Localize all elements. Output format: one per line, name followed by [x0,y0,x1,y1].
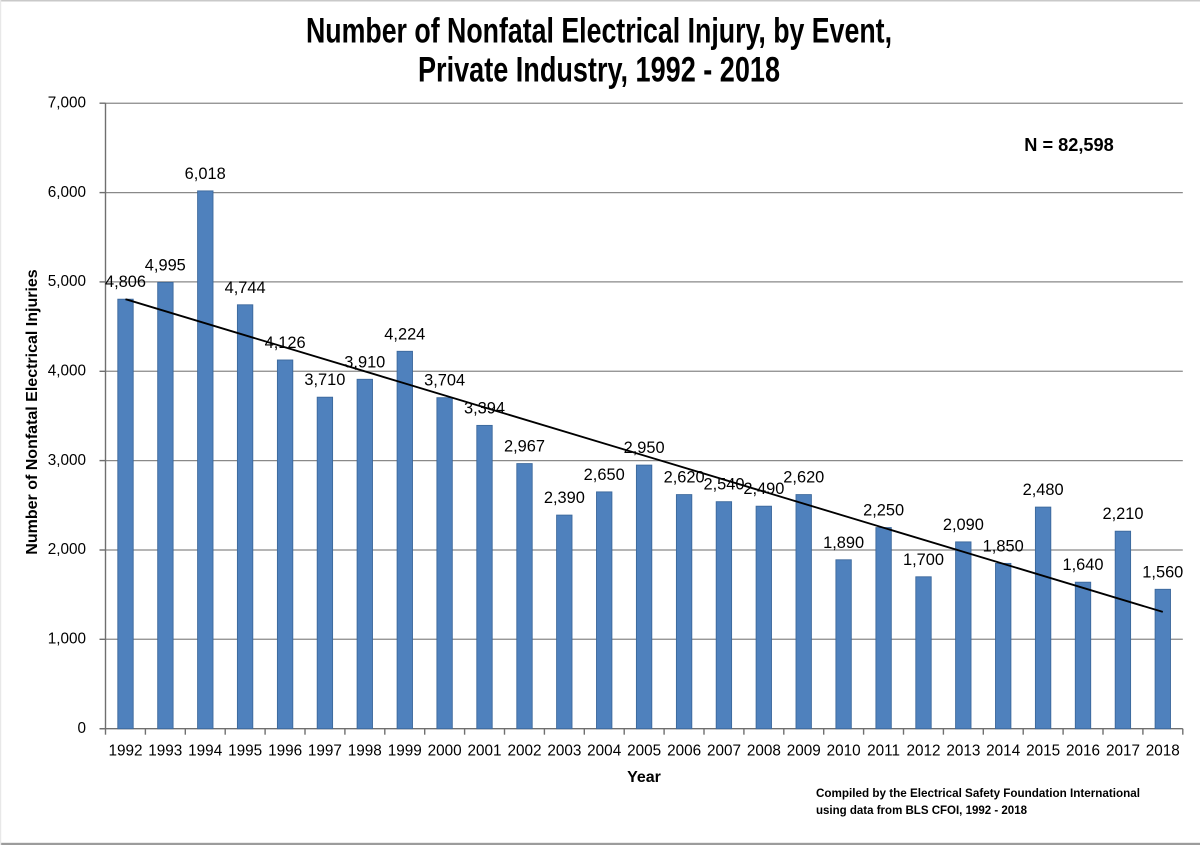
svg-text:2002: 2002 [507,743,541,760]
svg-text:2,620: 2,620 [664,469,705,487]
svg-text:3,704: 3,704 [424,372,465,390]
svg-text:2001: 2001 [467,743,501,760]
svg-text:2,540: 2,540 [703,476,744,494]
svg-text:7,000: 7,000 [48,94,86,111]
svg-text:2004: 2004 [587,743,622,760]
svg-text:Number of Nonfatal Electrical: Number of Nonfatal Electrical Injuries [24,269,41,555]
svg-text:3,710: 3,710 [304,371,345,389]
svg-text:2,967: 2,967 [504,438,545,456]
svg-text:2,390: 2,390 [544,489,585,507]
svg-text:Private Industry, 1992 - 2018: Private Industry, 1992 - 2018 [418,51,780,90]
svg-text:2,490: 2,490 [743,480,784,498]
svg-text:1999: 1999 [388,743,422,760]
svg-text:Compiled by the Electrical Saf: Compiled by the Electrical Safety Founda… [816,786,1140,800]
svg-text:1,700: 1,700 [903,551,944,569]
svg-text:4,000: 4,000 [48,363,86,380]
svg-text:1996: 1996 [268,743,302,760]
svg-text:2017: 2017 [1106,743,1140,760]
svg-text:1994: 1994 [188,743,223,760]
svg-text:1997: 1997 [308,743,342,760]
svg-text:2000: 2000 [428,743,462,760]
svg-text:2005: 2005 [627,743,661,760]
svg-text:2010: 2010 [827,743,861,760]
svg-text:1,640: 1,640 [1062,556,1103,574]
svg-text:6,018: 6,018 [185,165,226,183]
svg-text:3,000: 3,000 [48,452,86,469]
svg-text:1,000: 1,000 [48,631,86,648]
svg-text:1995: 1995 [228,743,262,760]
svg-text:2009: 2009 [787,743,821,760]
svg-text:2003: 2003 [547,743,581,760]
svg-text:2,950: 2,950 [624,439,665,457]
svg-text:4,744: 4,744 [225,279,266,297]
svg-text:6,000: 6,000 [48,184,86,201]
svg-text:4,995: 4,995 [145,256,186,274]
svg-text:2,000: 2,000 [48,541,86,558]
svg-text:2,650: 2,650 [584,466,625,484]
svg-text:2,210: 2,210 [1102,505,1143,523]
svg-text:2014: 2014 [986,743,1021,760]
svg-text:Year: Year [627,769,661,786]
svg-text:1,560: 1,560 [1142,563,1183,581]
svg-text:1993: 1993 [148,743,182,760]
svg-text:3,910: 3,910 [344,353,385,371]
svg-text:4,126: 4,126 [265,334,306,352]
svg-text:0: 0 [77,720,86,737]
svg-text:2016: 2016 [1066,743,1100,760]
svg-text:2007: 2007 [707,743,741,760]
svg-text:1,890: 1,890 [823,534,864,552]
svg-text:1992: 1992 [108,743,142,760]
svg-text:N = 82,598: N = 82,598 [1024,135,1114,155]
svg-text:5,000: 5,000 [48,273,86,290]
svg-text:2013: 2013 [946,743,980,760]
svg-text:3,394: 3,394 [464,399,505,417]
svg-text:2,250: 2,250 [863,502,904,520]
svg-text:Number of Nonfatal Electrical: Number of Nonfatal Electrical Injury, by… [306,12,892,51]
svg-text:2006: 2006 [667,743,701,760]
svg-text:2,480: 2,480 [1023,481,1064,499]
svg-text:2,090: 2,090 [943,516,984,534]
svg-text:2015: 2015 [1026,743,1060,760]
svg-text:2008: 2008 [747,743,781,760]
svg-text:1998: 1998 [348,743,382,760]
svg-text:4,224: 4,224 [384,325,425,343]
svg-text:4,806: 4,806 [105,273,146,291]
svg-text:using data from BLS CFOI, 1992: using data from BLS CFOI, 1992 - 2018 [816,803,1027,817]
svg-text:2,620: 2,620 [783,469,824,487]
svg-text:1,850: 1,850 [983,537,1024,555]
svg-text:2011: 2011 [867,743,900,760]
svg-text:2018: 2018 [1146,743,1180,760]
svg-text:2012: 2012 [906,743,940,760]
